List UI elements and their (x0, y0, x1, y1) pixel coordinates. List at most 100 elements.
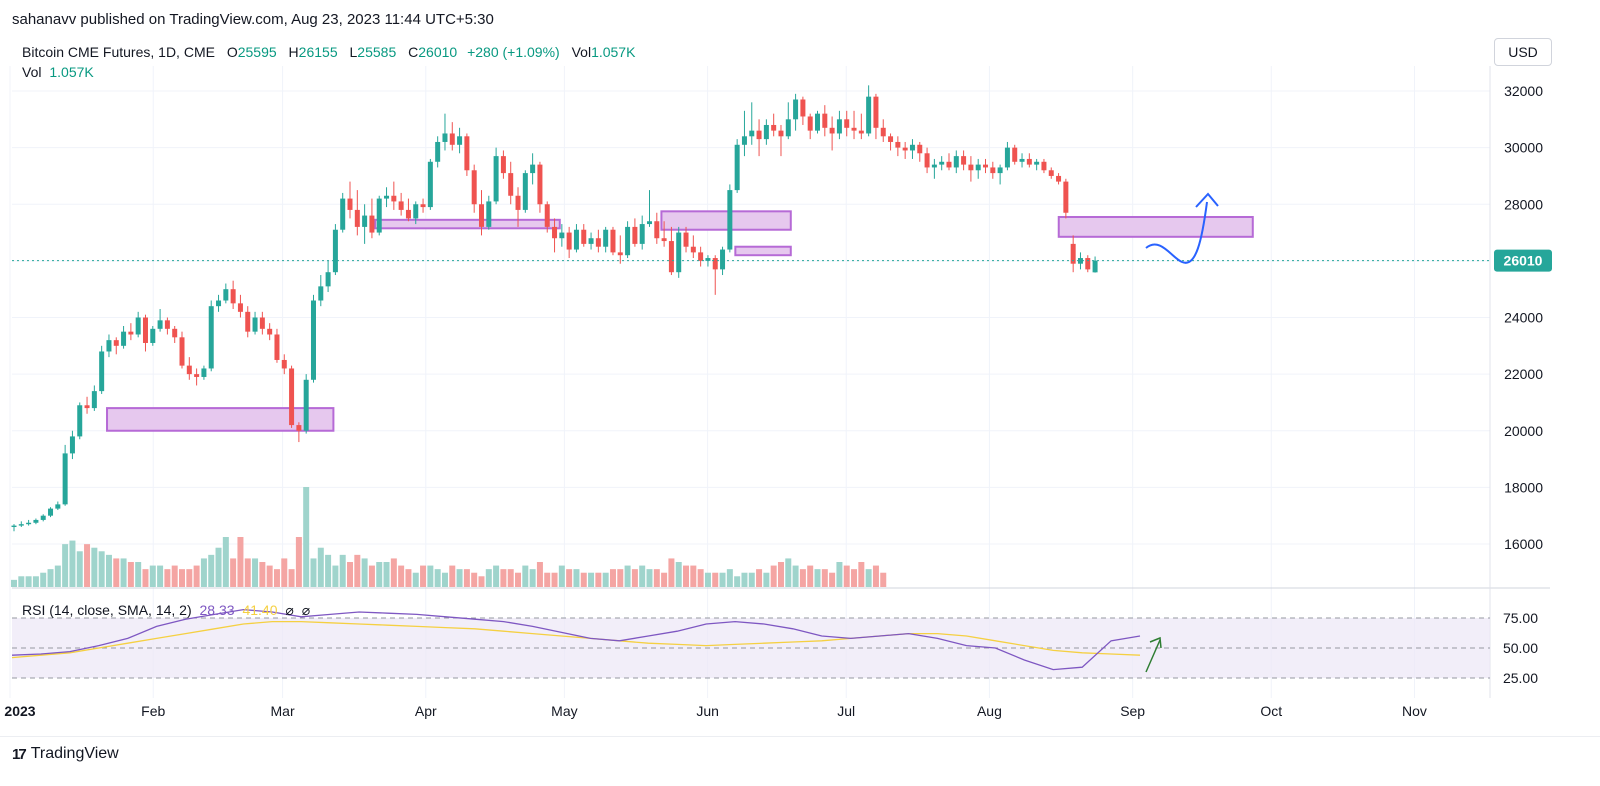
volume-bar (25, 576, 32, 587)
change-value: +280 (+1.09%) (467, 44, 560, 60)
candle-body (698, 252, 704, 261)
volume-bar (84, 544, 91, 587)
zone-box (660, 210, 792, 231)
volume-bar (814, 569, 821, 587)
candle-body (815, 113, 821, 131)
candle-body (800, 99, 806, 117)
candle-body (975, 164, 981, 171)
candle-body (851, 127, 857, 131)
candle-body (888, 136, 894, 142)
time-tick-label: Jun (696, 703, 719, 719)
candle-body (676, 232, 682, 273)
volume-bar (383, 562, 390, 587)
candle-body (347, 198, 353, 210)
candle-body (369, 215, 375, 233)
candle-body (245, 311, 251, 332)
candle-body (435, 141, 441, 162)
volume-bar (281, 558, 288, 587)
volume-bar (62, 544, 69, 587)
candle-body (362, 215, 368, 227)
candle-body (201, 368, 207, 377)
volume-bar (456, 569, 463, 587)
candle-body (150, 328, 156, 343)
volume-bar (704, 572, 711, 587)
volume-bar (179, 569, 186, 587)
candle-body (1085, 258, 1091, 270)
tradingview-logo[interactable]: 17 TradingView (12, 745, 119, 763)
volume-bar (449, 565, 456, 587)
candle-body (55, 504, 61, 509)
candle-body (552, 226, 558, 239)
volume-bar (653, 569, 660, 587)
volume-label: Vol (571, 44, 592, 60)
candle-body (310, 300, 316, 380)
time-tick-label: Feb (141, 703, 165, 719)
candle-body (267, 328, 273, 335)
volume-legend: Vol 1.057K (22, 64, 94, 80)
candle-body (18, 524, 24, 526)
rsi-up-arrowhead (1149, 636, 1162, 649)
time-tick-label: Aug (977, 703, 1002, 719)
candle-body (771, 124, 777, 131)
publisher-line: sahanavv published on TradingView.com, A… (12, 11, 494, 28)
volume-bar (368, 565, 375, 587)
volume-bar (836, 562, 843, 587)
candle-body (741, 136, 747, 145)
candle-body (668, 241, 674, 273)
candle-body (705, 258, 711, 261)
symbol-name[interactable]: Bitcoin CME Futures, 1D, CME (22, 44, 215, 60)
volume-bar (609, 569, 616, 587)
candle-body (793, 99, 799, 120)
candle-body (142, 317, 148, 343)
candle-body (40, 515, 46, 520)
candle-body (1077, 258, 1083, 264)
volume-bar (697, 569, 704, 587)
volume-bar (113, 558, 120, 587)
volume-bar (770, 565, 777, 587)
volume-bar (120, 558, 127, 587)
volume-bar (427, 565, 434, 587)
volume-bar (507, 569, 514, 587)
volume-bar (646, 569, 653, 587)
candle-body (902, 147, 908, 151)
candles (11, 85, 1098, 532)
candle-body (661, 238, 667, 242)
candle-body (442, 133, 448, 142)
candle-body (318, 286, 324, 301)
volume-bar (434, 569, 441, 587)
volume-bar (252, 558, 259, 587)
volume-bar (76, 551, 83, 587)
volume-bar (98, 551, 105, 587)
volume-bar (821, 569, 828, 587)
rsi-title[interactable]: RSI (14, close, SMA, 14, 2) (22, 602, 192, 618)
currency-button[interactable]: USD (1494, 38, 1552, 66)
candle-body (909, 144, 915, 151)
time-axis: 2023 Feb Mar Apr May Jun Jul Aug Sep Oct Nov (4, 703, 1427, 719)
supply-demand-zones (106, 210, 1254, 432)
candle-body (340, 198, 346, 230)
candle-body (113, 340, 119, 346)
volume-bar (339, 554, 346, 587)
volume-bar (580, 572, 587, 587)
volume-bar (573, 569, 580, 587)
time-tick-label: Jul (837, 703, 855, 719)
volume-bar (405, 569, 412, 587)
candle-body (654, 221, 660, 239)
candle-body (259, 317, 265, 329)
candle-body (121, 331, 127, 346)
volume-bar (865, 569, 872, 587)
time-tick-label: Mar (271, 703, 295, 719)
price-tick-label: 16000 (1504, 536, 1543, 552)
volume-bar (493, 565, 500, 587)
volume-bar (317, 547, 324, 587)
candle-body (829, 127, 835, 134)
candle-body (895, 141, 901, 148)
candle-body (515, 195, 521, 210)
volume-bar (631, 569, 638, 587)
close-value: 26010 (418, 44, 458, 60)
volume-bar (807, 565, 814, 587)
volume-bar (851, 569, 858, 587)
zone-box (106, 407, 335, 432)
candle-body (420, 204, 426, 208)
